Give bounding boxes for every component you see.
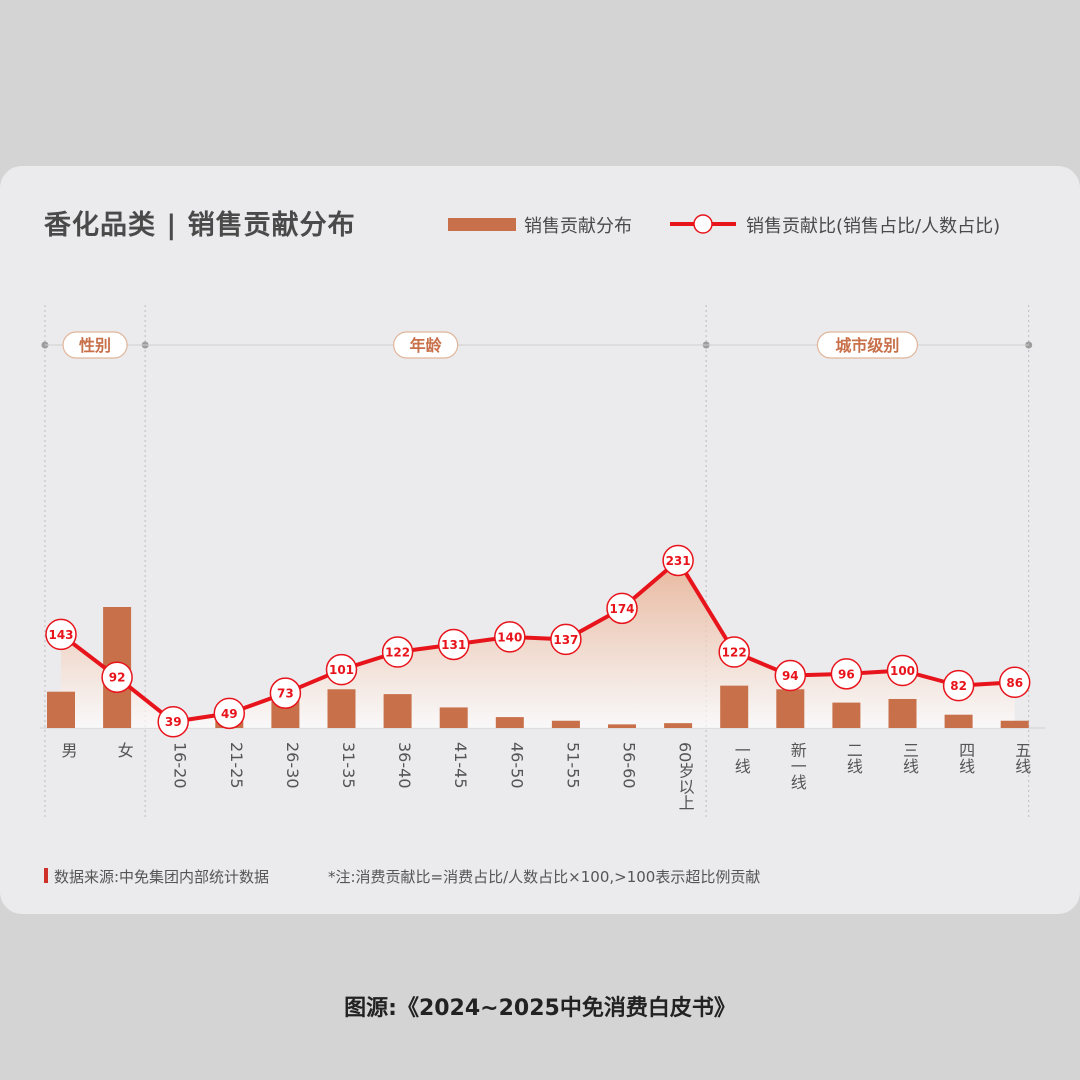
point-label-11: 231 bbox=[666, 554, 691, 568]
area-fill bbox=[61, 560, 1015, 728]
x-tick-7: 41-45 bbox=[451, 742, 470, 789]
bar-16 bbox=[944, 714, 973, 728]
x-tick-5: 31-35 bbox=[339, 742, 358, 789]
legend-bar-label: 销售贡献分布 bbox=[524, 216, 632, 237]
x-tick-6: 36-40 bbox=[395, 742, 414, 789]
point-8 bbox=[494, 621, 526, 653]
x-tick-0: 男 bbox=[59, 742, 78, 759]
point-label-3: 49 bbox=[221, 707, 238, 721]
source-marker bbox=[44, 868, 48, 883]
legend-bar-swatch bbox=[448, 218, 516, 231]
x-tick-2: 16-20 bbox=[171, 742, 190, 789]
footnote: *注:消费贡献比=消费占比/人数占比×100,>100表示超比例贡献 bbox=[328, 868, 761, 886]
bar-11 bbox=[664, 723, 693, 728]
bar-9 bbox=[551, 720, 580, 728]
legend-line-label: 销售贡献比(销售占比/人数占比) bbox=[746, 216, 1001, 237]
group-label-2: 城市级别 bbox=[835, 336, 899, 355]
point-label-8: 140 bbox=[497, 630, 522, 644]
point-17 bbox=[998, 666, 1031, 699]
group-label-pill bbox=[62, 331, 128, 359]
bar-15 bbox=[888, 698, 917, 728]
point-16 bbox=[942, 669, 975, 702]
point-9 bbox=[550, 623, 582, 656]
image-credit: 图源:《2024~2025中免消费白皮书》 bbox=[344, 996, 736, 1021]
point-label-17: 86 bbox=[1006, 676, 1023, 690]
x-tick-11: 60岁以上 bbox=[676, 742, 695, 810]
point-10 bbox=[606, 592, 638, 625]
point-label-15: 100 bbox=[890, 664, 915, 678]
bar-0 bbox=[47, 691, 75, 728]
x-tick-17: 五线 bbox=[1012, 742, 1031, 774]
x-tick-15: 三线 bbox=[900, 742, 919, 774]
chart-card bbox=[0, 166, 1080, 914]
point-label-12: 122 bbox=[722, 646, 747, 660]
point-label-7: 131 bbox=[441, 638, 466, 652]
point-15 bbox=[886, 654, 919, 687]
x-tick-3: 21-25 bbox=[227, 742, 246, 789]
point-label-6: 122 bbox=[385, 646, 410, 660]
bar-14 bbox=[832, 702, 861, 728]
point-label-16: 82 bbox=[950, 679, 967, 693]
group-label-pill bbox=[816, 331, 919, 359]
bar-17 bbox=[1000, 720, 1029, 728]
point-4 bbox=[269, 677, 302, 709]
point-label-13: 94 bbox=[782, 669, 799, 683]
bar-5 bbox=[327, 689, 356, 728]
legend-line-swatch bbox=[670, 214, 736, 234]
x-tick-9: 51-55 bbox=[563, 742, 582, 789]
point-1 bbox=[101, 661, 133, 693]
bar-6 bbox=[383, 694, 412, 728]
x-tick-14: 二线 bbox=[844, 742, 863, 774]
point-label-4: 73 bbox=[277, 687, 294, 701]
bar-13 bbox=[776, 689, 805, 728]
point-label-10: 174 bbox=[609, 602, 634, 616]
x-tick-4: 26-30 bbox=[283, 742, 302, 789]
x-tick-12: 一线 bbox=[732, 742, 751, 774]
point-14 bbox=[830, 658, 863, 690]
point-label-2: 39 bbox=[165, 715, 182, 729]
point-7 bbox=[437, 628, 470, 661]
point-label-1: 92 bbox=[109, 671, 126, 685]
point-12 bbox=[718, 636, 750, 668]
x-tick-8: 46-50 bbox=[507, 742, 526, 789]
x-tick-13: 新一线 bbox=[788, 742, 807, 790]
chart-title: 香化品类 | 销售贡献分布 bbox=[44, 210, 356, 241]
point-11 bbox=[662, 544, 694, 577]
point-13 bbox=[774, 659, 807, 692]
x-tick-1: 女 bbox=[115, 741, 134, 758]
x-tick-16: 四线 bbox=[956, 742, 975, 774]
point-label-5: 101 bbox=[329, 663, 354, 677]
bar-12 bbox=[720, 685, 749, 728]
bar-7 bbox=[439, 707, 468, 728]
group-label-pill bbox=[393, 331, 459, 359]
point-3 bbox=[213, 697, 246, 730]
bar-10 bbox=[608, 724, 636, 728]
point-6 bbox=[381, 636, 414, 668]
x-tick-10: 56-60 bbox=[620, 742, 639, 789]
point-2 bbox=[157, 705, 189, 738]
group-label-0: 性别 bbox=[79, 336, 111, 355]
point-label-0: 143 bbox=[48, 628, 73, 642]
point-5 bbox=[325, 653, 358, 686]
point-label-9: 137 bbox=[553, 633, 578, 647]
data-source: 数据来源:中免集团内部统计数据 bbox=[54, 868, 270, 886]
bar-8 bbox=[495, 717, 524, 728]
point-label-14: 96 bbox=[838, 667, 855, 681]
point-0 bbox=[45, 618, 77, 651]
group-label-1: 年龄 bbox=[410, 336, 443, 355]
